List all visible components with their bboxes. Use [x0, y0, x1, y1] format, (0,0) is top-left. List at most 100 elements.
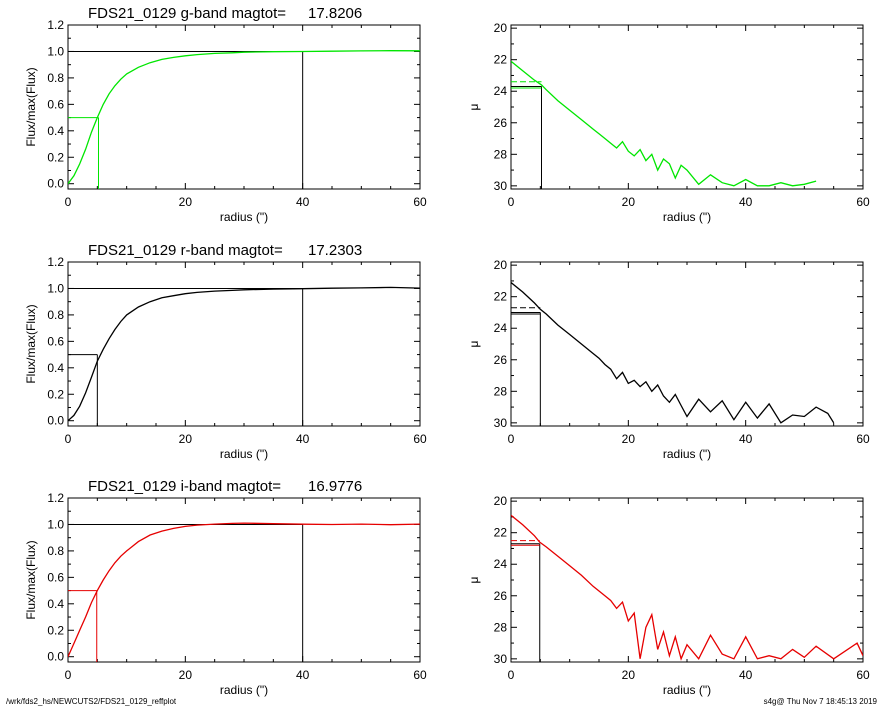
plot-frame: [67, 261, 421, 427]
y-tick-label: 20: [494, 21, 508, 35]
y-tick-label: 30: [494, 179, 508, 193]
data-series-line: [511, 514, 863, 661]
plot-frame: [510, 497, 864, 663]
y-tick-label: 26: [494, 116, 508, 130]
x-tick-label: 0: [65, 668, 72, 682]
x-tick-label: 40: [296, 668, 310, 682]
x-tick-label: 0: [65, 432, 72, 446]
plot-frame: [510, 261, 864, 427]
panel-g-profile: 0 20 40 60 20 22 24 26 28 30 radius (") μ: [467, 21, 870, 224]
y-tick-label: 0.8: [47, 544, 64, 558]
y-tick-label: 0.8: [47, 71, 64, 85]
y-tick-label: 0.4: [47, 597, 64, 611]
y-tick-label: 26: [494, 353, 508, 367]
x-tick-label: 20: [179, 668, 193, 682]
panel-title-magtot-value: 17.2303: [308, 242, 362, 259]
panel-title-magtot-value: 17.8206: [308, 5, 362, 22]
footer-timestamp: s4g@ Thu Nov 7 18:45:13 2019: [763, 697, 877, 706]
y-tick-label: 22: [494, 53, 508, 67]
panel-i-growth: 0 20 40 60 0.0 0.2 0.4 0.6 0.8 1.0 1.2 radius (") Fl…: [24, 478, 427, 697]
x-tick-label: 40: [739, 432, 753, 446]
x-tick-label: 60: [856, 668, 870, 682]
footer-path: /wrk/fds2_hs/NEWCUTS2/FDS21_0129_reffplo…: [6, 697, 177, 706]
y-tick-label: 24: [494, 321, 508, 335]
y-axis-title: Flux/max(Flux): [24, 67, 38, 146]
x-tick-label: 40: [739, 668, 753, 682]
x-axis-title: radius ("): [220, 210, 268, 224]
y-tick-label: 22: [494, 290, 508, 304]
x-axis-title: radius ("): [663, 210, 711, 224]
x-tick-label: 60: [413, 668, 427, 682]
x-tick-label: 60: [413, 195, 427, 209]
y-tick-label: 0.2: [47, 387, 64, 401]
panel-title: FDS21_0129 i-band magtot=: [88, 478, 281, 495]
plot-frame: [510, 24, 864, 190]
panel-title: FDS21_0129 r-band magtot=: [88, 242, 283, 259]
x-axis-title: radius ("): [663, 683, 711, 697]
y-tick-label: 0.4: [47, 124, 64, 138]
plot-frame: [67, 24, 421, 190]
panel-title: FDS21_0129 g-band magtot=: [88, 5, 286, 22]
panel-r-growth: 0 20 40 60 0.0 0.2 0.4 0.6 0.8 1.0 1.2 radius (") Fl…: [24, 242, 427, 461]
x-tick-label: 20: [622, 432, 636, 446]
y-tick-label: 28: [494, 384, 508, 398]
y-tick-label: 0.0: [47, 650, 64, 664]
y-tick-label: 20: [494, 258, 508, 272]
panel-g-growth: 0 20 40 60 0.0 0.2 0.4 0.6 0.8 1.0 1.2 radius (") Fl…: [24, 5, 427, 224]
x-tick-label: 0: [508, 432, 515, 446]
y-tick-label: 0.6: [47, 570, 64, 584]
y-axis-title: Flux/max(Flux): [24, 540, 38, 619]
x-tick-label: 20: [622, 195, 636, 209]
y-tick-label: 24: [494, 84, 508, 98]
panel-r-profile: 0 20 40 60 20 22 24 26 28 30 radius (") μ: [467, 258, 870, 461]
x-tick-label: 0: [508, 668, 515, 682]
y-axis-title: μ: [467, 103, 481, 110]
x-axis-title: radius ("): [663, 447, 711, 461]
data-series-line: [511, 60, 817, 187]
y-tick-label: 30: [494, 652, 508, 666]
y-tick-label: 24: [494, 557, 508, 571]
y-tick-label: 0.4: [47, 361, 64, 375]
y-tick-label: 30: [494, 416, 508, 430]
x-tick-label: 20: [179, 195, 193, 209]
y-tick-label: 28: [494, 620, 508, 634]
y-tick-label: 0.0: [47, 177, 64, 191]
y-tick-label: 0.6: [47, 334, 64, 348]
y-tick-label: 0.8: [47, 308, 64, 322]
y-tick-label: 1.0: [47, 517, 64, 531]
y-tick-label: 1.2: [47, 18, 64, 32]
x-tick-label: 0: [65, 195, 72, 209]
y-tick-label: 1.0: [47, 44, 64, 58]
data-series-line: [68, 522, 420, 657]
y-tick-label: 0.0: [47, 414, 64, 428]
y-tick-label: 0.6: [47, 97, 64, 111]
y-tick-label: 20: [494, 494, 508, 508]
x-tick-label: 20: [179, 432, 193, 446]
x-tick-label: 40: [296, 432, 310, 446]
x-axis-title: radius ("): [220, 447, 268, 461]
y-axis-title: μ: [467, 576, 481, 583]
x-axis-title: radius ("): [220, 683, 268, 697]
y-tick-label: 28: [494, 147, 508, 161]
x-tick-label: 60: [856, 195, 870, 209]
y-tick-label: 1.0: [47, 281, 64, 295]
data-series-line: [68, 50, 420, 185]
panel-title-magtot-value: 16.9776: [308, 478, 362, 495]
panel-i-profile: 0 20 40 60 20 22 24 26 28 30 radius (") μ: [467, 494, 870, 697]
x-tick-label: 20: [622, 668, 636, 682]
data-series-line: [511, 281, 835, 424]
data-series-line: [68, 286, 420, 422]
y-tick-label: 26: [494, 589, 508, 603]
y-tick-label: 0.2: [47, 623, 64, 637]
y-axis-title: μ: [467, 340, 481, 347]
y-tick-label: 22: [494, 526, 508, 540]
x-tick-label: 40: [296, 195, 310, 209]
y-tick-label: 1.2: [47, 255, 64, 269]
y-tick-label: 1.2: [47, 491, 64, 505]
x-tick-label: 60: [856, 432, 870, 446]
x-tick-label: 60: [413, 432, 427, 446]
x-tick-label: 0: [508, 195, 515, 209]
x-tick-label: 40: [739, 195, 753, 209]
y-tick-label: 0.2: [47, 150, 64, 164]
